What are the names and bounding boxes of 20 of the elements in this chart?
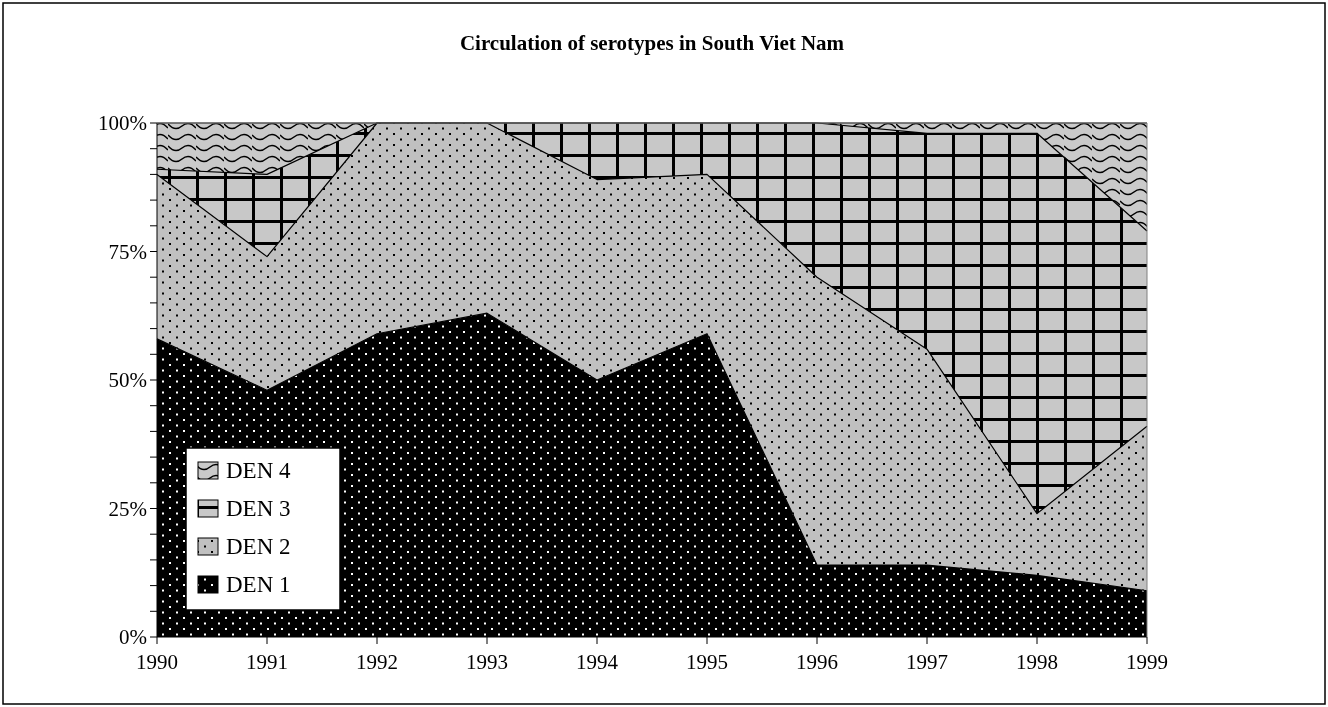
x-tick-label: 1999 xyxy=(1126,650,1168,674)
x-tick-label: 1990 xyxy=(136,650,178,674)
x-tick-label: 1996 xyxy=(796,650,838,674)
x-tick-label: 1997 xyxy=(906,650,948,674)
legend-label: DEN 3 xyxy=(226,496,291,521)
y-tick-label: 75% xyxy=(108,239,147,264)
x-tick-label: 1994 xyxy=(576,650,619,674)
y-tick-label: 0% xyxy=(119,625,147,650)
legend-label: DEN 2 xyxy=(226,534,291,559)
y-tick-label: 50% xyxy=(108,368,147,393)
legend-label: DEN 1 xyxy=(226,572,291,597)
y-tick-label: 25% xyxy=(108,496,147,521)
x-tick-label: 1993 xyxy=(466,650,508,674)
x-tick-label: 1991 xyxy=(246,650,288,674)
y-tick-label: 100% xyxy=(98,111,147,136)
x-tick-label: 1992 xyxy=(356,650,398,674)
legend-label: DEN 4 xyxy=(226,458,292,483)
x-tick-label: 1995 xyxy=(686,650,728,674)
chart-title: Circulation of serotypes in South Viet Nam xyxy=(459,31,845,55)
x-tick-label: 1998 xyxy=(1016,650,1058,674)
